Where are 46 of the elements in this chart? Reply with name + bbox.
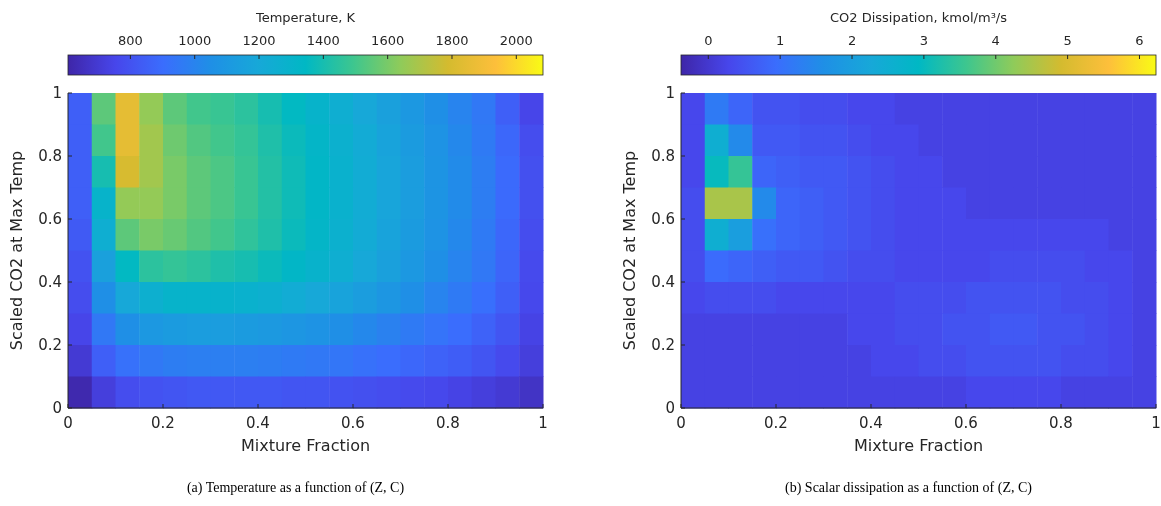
y-tick-label: 0.2	[651, 336, 675, 354]
color-bar-label: 1200	[242, 33, 276, 48]
color-bar-label: 0	[704, 33, 713, 48]
y-tick-label: 0.4	[651, 273, 675, 291]
x-tick-label: 0.6	[341, 414, 365, 432]
y-tick-label: 0	[665, 399, 675, 417]
x-tick-label: 0.8	[1049, 414, 1073, 432]
y-tick-label: 0.4	[38, 273, 62, 291]
y-tick-label: 0.8	[38, 147, 62, 165]
color-bar-label: 1400	[306, 33, 340, 48]
color-bar-label: 2	[847, 33, 857, 48]
x-tick-label: 0.8	[436, 414, 460, 432]
y-tick-label: 0	[52, 399, 62, 417]
color-bar-label: 1	[776, 33, 785, 48]
color-bar-label: 4	[991, 33, 1000, 48]
color-bar-label: 1800	[435, 33, 469, 48]
y-tick-label: 0.6	[651, 210, 675, 228]
x-axis-title: Mixture Fraction	[853, 436, 984, 455]
y-tick-label: 1	[52, 84, 62, 102]
y-tick-label: 0.2	[38, 336, 62, 354]
y-axis-title: Scaled CO2 at Max Temp	[620, 150, 639, 351]
x-axis-title: Mixture Fraction	[240, 436, 371, 455]
text: (a) Temperature as a function of (Z, C)	[186, 480, 405, 496]
color-bar-label: 1600	[371, 33, 405, 48]
x-tick-label: 0	[63, 414, 73, 432]
x-tick-label: 0.4	[859, 414, 883, 432]
y-tick-label: 0.8	[651, 147, 675, 165]
color-bar-label: 6	[1135, 33, 1144, 48]
color-bar-title: CO2 Dissipation, kmol/m³/s	[829, 10, 1008, 25]
color-bar-label: 3	[919, 33, 929, 48]
x-tick-label: 0	[676, 414, 686, 432]
x-tick-label: 1	[1151, 414, 1161, 432]
y-tick-label: 1	[665, 84, 675, 102]
color-bar-label: 5	[1063, 33, 1072, 48]
y-tick-label: 0.6	[38, 210, 62, 228]
color-bar-label: 1000	[178, 33, 212, 48]
x-tick-label: 0.4	[246, 414, 270, 432]
color-bar-title: Temperature, K	[254, 10, 356, 25]
y-axis-title: Scaled CO2 at Max Temp	[7, 150, 26, 351]
x-tick-label: 0.2	[151, 414, 175, 432]
color-bar-label: 800	[117, 33, 143, 48]
color-bar-label: 2000	[499, 33, 533, 48]
text: (b) Scalar dissipation as a function of (Z, C)	[785, 480, 1033, 496]
x-tick-label: 0.6	[954, 414, 978, 432]
x-tick-label: 1	[538, 414, 548, 432]
x-tick-label: 0.2	[764, 414, 788, 432]
